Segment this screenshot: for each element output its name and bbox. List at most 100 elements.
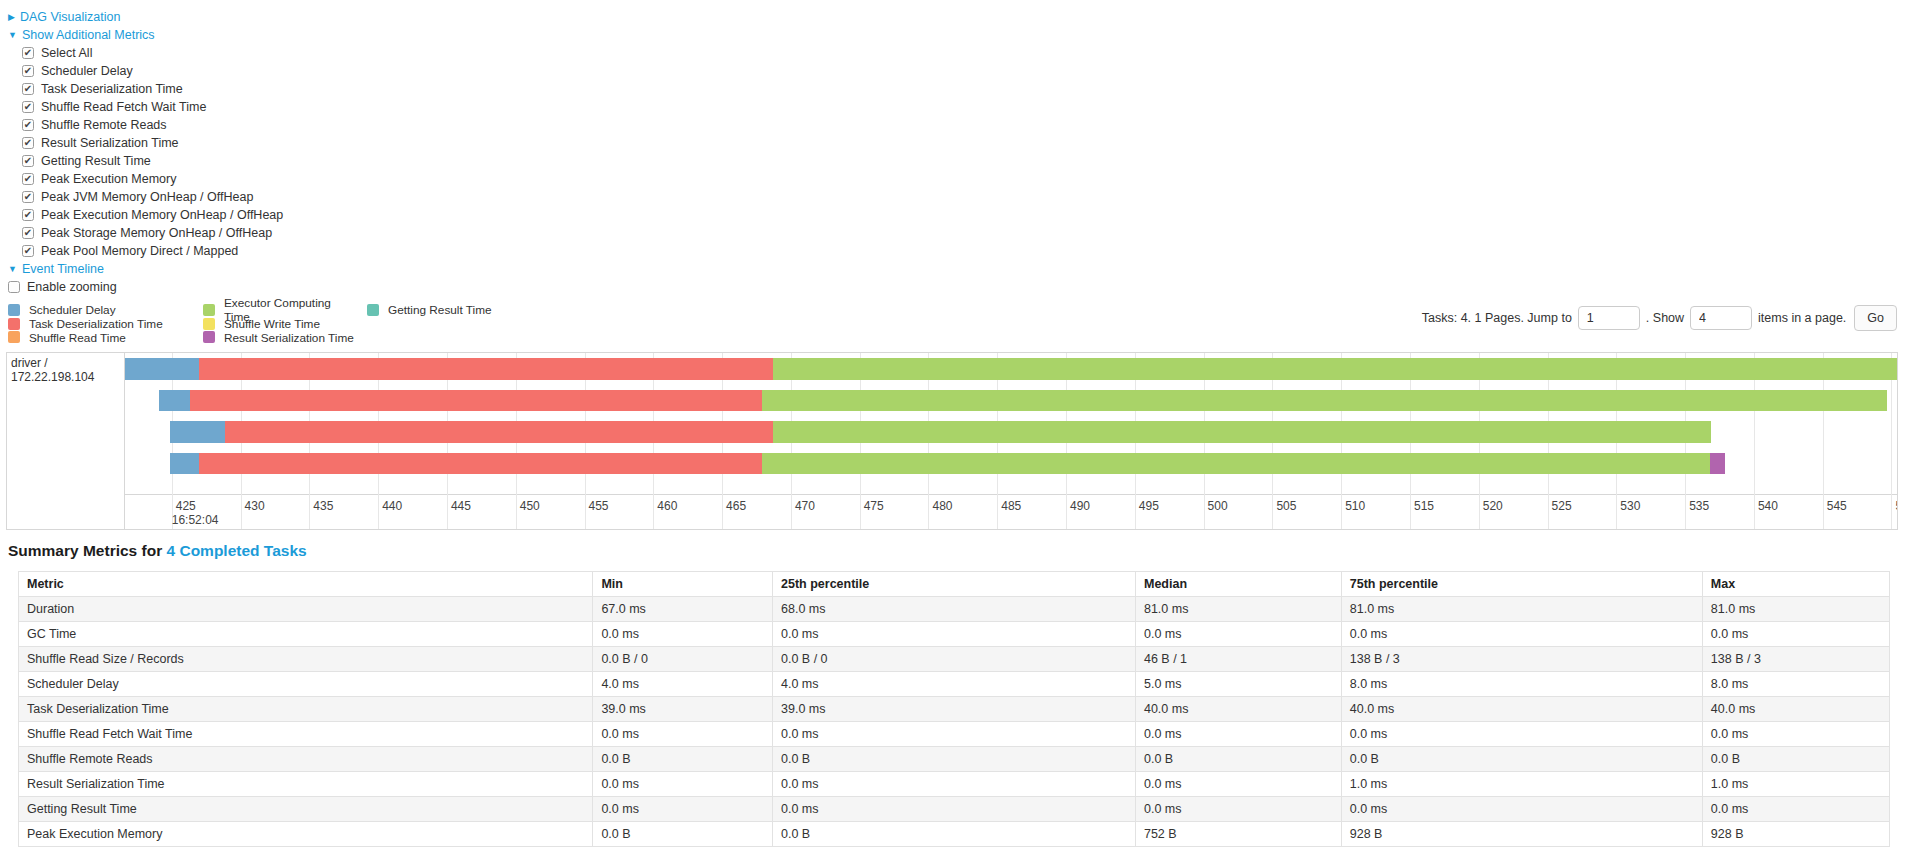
axis-tick-label: 510: [1345, 499, 1365, 513]
show-additional-metrics-toggle[interactable]: ▼ Show Additional Metrics: [8, 28, 155, 42]
metric-checkbox-label: Peak Execution Memory: [41, 172, 176, 186]
legend-swatch-shuffle-write: [203, 318, 215, 330]
metric-name-cell: Peak Execution Memory: [19, 822, 593, 847]
metric-checkbox-row: Result Serialization Time: [22, 134, 283, 152]
summary-column-header: 75th percentile: [1341, 572, 1702, 597]
metric-name-cell: Scheduler Delay: [19, 672, 593, 697]
legend-label: Scheduler Delay: [29, 303, 116, 317]
metric-checkbox-row: Peak Execution Memory OnHeap / OffHeap: [22, 206, 283, 224]
legend-label: Shuffle Read Time: [29, 331, 126, 345]
metric-checkbox-row: Shuffle Remote Reads: [22, 116, 283, 134]
axis-tick-label: 460: [657, 499, 677, 513]
task-segment-task-deserialization: [199, 453, 762, 475]
summary-table-row: Shuffle Read Size / Records0.0 B / 00.0 …: [19, 647, 1890, 672]
task-segment-scheduler-delay: [125, 358, 199, 380]
task-pagination: Tasks: 4. 1 Pages. Jump to . Show items …: [1422, 303, 1897, 331]
metric-value-cell: 40.0 ms: [1341, 697, 1702, 722]
completed-tasks-link[interactable]: 4 Completed Tasks: [167, 542, 307, 559]
metric-value-cell: 0.0 ms: [1702, 622, 1889, 647]
task-segment-scheduler-delay: [170, 421, 225, 443]
jump-to-page-input[interactable]: [1578, 306, 1640, 330]
task-bar[interactable]: [170, 453, 1725, 475]
summary-metrics-title: Summary Metrics for 4 Completed Tasks: [8, 542, 307, 560]
task-bar[interactable]: [125, 358, 1897, 380]
summary-table-row: Duration67.0 ms68.0 ms81.0 ms81.0 ms81.0…: [19, 597, 1890, 622]
axis-tick-label: 445: [451, 499, 471, 513]
axis-tick-label: 540: [1758, 499, 1778, 513]
axis-tick-label: 465: [726, 499, 746, 513]
metric-checkbox-row: Peak Pool Memory Direct / Mapped: [22, 242, 283, 260]
event-timeline-label: Event Timeline: [22, 262, 104, 276]
legend-label: Getting Result Time: [388, 303, 492, 317]
metric-name-cell: Getting Result Time: [19, 797, 593, 822]
axis-tick-label: 530: [1620, 499, 1640, 513]
task-bar[interactable]: [159, 390, 1887, 412]
metric-checkbox[interactable]: [22, 209, 34, 221]
metric-value-cell: 0.0 ms: [1135, 772, 1341, 797]
items-per-page-input[interactable]: [1690, 306, 1752, 330]
metric-value-cell: 0.0 ms: [1341, 622, 1702, 647]
metric-checkbox-row: Getting Result Time: [22, 152, 283, 170]
pagination-text-mid: . Show: [1646, 311, 1684, 325]
metric-value-cell: 8.0 ms: [1702, 672, 1889, 697]
metric-checkbox-label: Task Deserialization Time: [41, 82, 183, 96]
metric-checkbox[interactable]: [22, 83, 34, 95]
metric-checkbox[interactable]: [22, 173, 34, 185]
metric-checkbox-label: Select All: [41, 46, 92, 60]
metric-checkbox[interactable]: [22, 119, 34, 131]
summary-table-row: Peak Execution Memory0.0 B0.0 B752 B928 …: [19, 822, 1890, 847]
summary-column-header: Max: [1702, 572, 1889, 597]
summary-column-header: Metric: [19, 572, 593, 597]
go-button[interactable]: Go: [1854, 305, 1897, 331]
task-bar[interactable]: [170, 421, 1711, 443]
metric-value-cell: 68.0 ms: [773, 597, 1136, 622]
task-segment-executor-computing: [773, 421, 1711, 443]
enable-zooming-checkbox[interactable]: [8, 281, 20, 293]
summary-metrics-table: MetricMin25th percentileMedian75th perce…: [18, 571, 1890, 847]
metric-value-cell: 0.0 ms: [773, 772, 1136, 797]
metric-checkbox[interactable]: [22, 47, 34, 59]
metric-value-cell: 1.0 ms: [1341, 772, 1702, 797]
legend-item: Executor Computing Time: [203, 303, 355, 317]
metric-value-cell: 0.0 ms: [593, 722, 773, 747]
metric-value-cell: 0.0 ms: [1702, 797, 1889, 822]
axis-tick-label: 470: [795, 499, 815, 513]
metric-value-cell: 0.0 B: [1135, 747, 1341, 772]
metric-value-cell: 0.0 B / 0: [593, 647, 773, 672]
metric-checkbox[interactable]: [22, 227, 34, 239]
metric-checkbox[interactable]: [22, 65, 34, 77]
metric-checkbox[interactable]: [22, 137, 34, 149]
metric-name-cell: Result Serialization Time: [19, 772, 593, 797]
dag-visualization-toggle[interactable]: ▶ DAG Visualization: [8, 10, 120, 24]
metric-value-cell: 0.0 ms: [773, 622, 1136, 647]
metric-checkbox-row: Peak Execution Memory: [22, 170, 283, 188]
metric-name-cell: Shuffle Read Fetch Wait Time: [19, 722, 593, 747]
metric-value-cell: 0.0 B: [773, 747, 1136, 772]
axis-tick-label: 535: [1689, 499, 1709, 513]
metric-checkbox[interactable]: [22, 101, 34, 113]
metric-name-cell: Task Deserialization Time: [19, 697, 593, 722]
metric-value-cell: 39.0 ms: [593, 697, 773, 722]
legend-swatch-result-serialization: [203, 331, 215, 343]
metric-checkbox[interactable]: [22, 191, 34, 203]
dag-visualization-label: DAG Visualization: [20, 10, 121, 24]
metric-checkbox-row: Task Deserialization Time: [22, 80, 283, 98]
task-segment-scheduler-delay: [170, 453, 199, 475]
metric-checkbox[interactable]: [22, 155, 34, 167]
metric-checkbox[interactable]: [22, 245, 34, 257]
timeline-plot-area[interactable]: 4254304354404454504554604654704754804854…: [125, 353, 1897, 529]
metric-checkbox-row: Peak JVM Memory OnHeap / OffHeap: [22, 188, 283, 206]
metric-value-cell: 0.0 B / 0: [773, 647, 1136, 672]
legend-item: Getting Result Time: [367, 303, 492, 317]
task-segment-task-deserialization: [199, 358, 773, 380]
stage-controls: ▶ DAG Visualization ▼ Show Additional Me…: [8, 8, 283, 296]
legend-item: Task Deserialization Time: [8, 317, 191, 331]
axis-tick-label: 525: [1552, 499, 1572, 513]
event-timeline-chart: driver / 172.22.198.104 4254304354404454…: [6, 352, 1898, 530]
axis-tick-label: 425: [176, 499, 196, 513]
metric-value-cell: 5.0 ms: [1135, 672, 1341, 697]
metric-checkbox-row: Peak Storage Memory OnHeap / OffHeap: [22, 224, 283, 242]
summary-table-row: Task Deserialization Time39.0 ms39.0 ms4…: [19, 697, 1890, 722]
metric-value-cell: 40.0 ms: [1135, 697, 1341, 722]
event-timeline-toggle[interactable]: ▼ Event Timeline: [8, 262, 104, 276]
